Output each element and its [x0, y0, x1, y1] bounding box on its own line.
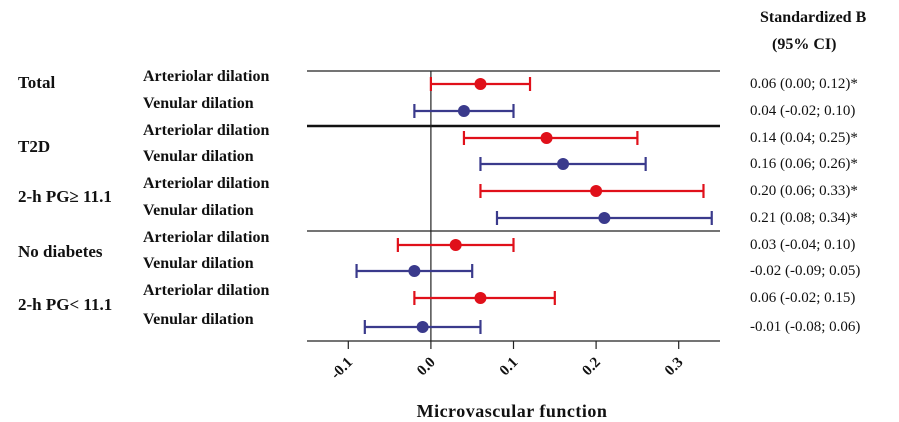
estimate-row [479, 157, 647, 171]
estimate-point [557, 158, 570, 170]
estimate-row [479, 184, 705, 198]
x-axis: -0.1 0.0 0.1 0.2 0.3 [307, 340, 720, 383]
row-label: Arteriolar dilation [143, 175, 269, 192]
ci-header-line-2: (95% CI) [772, 36, 836, 53]
ci-value: 0.03 (-0.04; 0.10) [750, 237, 855, 253]
group-label: T2D [18, 137, 50, 156]
ci-value: 0.20 (0.06; 0.33)* [750, 183, 858, 199]
ci-value: 0.04 (-0.02; 0.10) [750, 103, 855, 119]
estimate-point [408, 265, 421, 277]
estimate-marks [355, 77, 713, 334]
group-label: Total [18, 73, 55, 92]
estimate-point [449, 239, 462, 251]
row-label: Venular dilation [143, 255, 254, 272]
ci-column: Standardized B (95% CI) 0.06 (0.00; 0.12… [750, 9, 867, 335]
row-label: Arteriolar dilation [143, 122, 269, 139]
row-label: Arteriolar dilation [143, 282, 269, 299]
row-label: Arteriolar dilation [143, 68, 269, 85]
row-label: Venular dilation [143, 95, 254, 112]
group-label: No diabetes [18, 242, 103, 261]
estimate-row [462, 131, 639, 145]
ci-value: 0.16 (0.06; 0.26)* [750, 156, 858, 172]
estimate-row [495, 211, 713, 225]
x-tick-label: 0.3 [662, 355, 687, 380]
estimate-point [416, 321, 429, 333]
x-tick-label: 0.0 [414, 355, 439, 380]
x-axis-label: Microvascular function [417, 401, 608, 421]
estimate-point [457, 105, 470, 117]
ci-value: 0.21 (0.08; 0.34)* [750, 210, 858, 226]
ci-header-line-1: Standardized B [760, 9, 867, 26]
ci-value: 0.06 (-0.02; 0.15) [750, 290, 855, 306]
x-tick-label: 0.1 [497, 355, 522, 380]
group-label: 2-h PG< 11.1 [18, 295, 112, 314]
section-separators [307, 70, 720, 232]
ci-value: 0.14 (0.04; 0.25)* [750, 130, 858, 146]
x-tick-label: -0.1 [328, 355, 356, 383]
estimate-point [540, 132, 553, 144]
estimate-row [363, 320, 482, 334]
estimate-row [355, 264, 474, 278]
estimate-point [590, 185, 603, 197]
ci-value: -0.01 (-0.08; 0.06) [750, 319, 860, 335]
x-tick-label: 0.2 [579, 355, 604, 380]
row-label: Venular dilation [143, 311, 254, 328]
estimate-row [413, 291, 556, 305]
estimate-row [396, 238, 515, 252]
estimate-row [429, 77, 532, 91]
ci-value: 0.06 (0.00; 0.12)* [750, 76, 858, 92]
row-label: Arteriolar dilation [143, 229, 269, 246]
row-labels: Arteriolar dilation Venular dilation Arter… [143, 68, 269, 328]
estimate-point [474, 292, 487, 304]
estimate-row [413, 104, 515, 118]
ci-value: -0.02 (-0.09; 0.05) [750, 263, 860, 279]
estimate-point [598, 212, 611, 224]
group-label: 2-h PG≥ 11.1 [18, 187, 112, 206]
row-label: Venular dilation [143, 148, 254, 165]
row-label: Venular dilation [143, 202, 254, 219]
estimate-point [474, 78, 487, 90]
group-labels: Total T2D 2-h PG≥ 11.1 No diabetes 2-h PG< 1… [18, 73, 112, 314]
